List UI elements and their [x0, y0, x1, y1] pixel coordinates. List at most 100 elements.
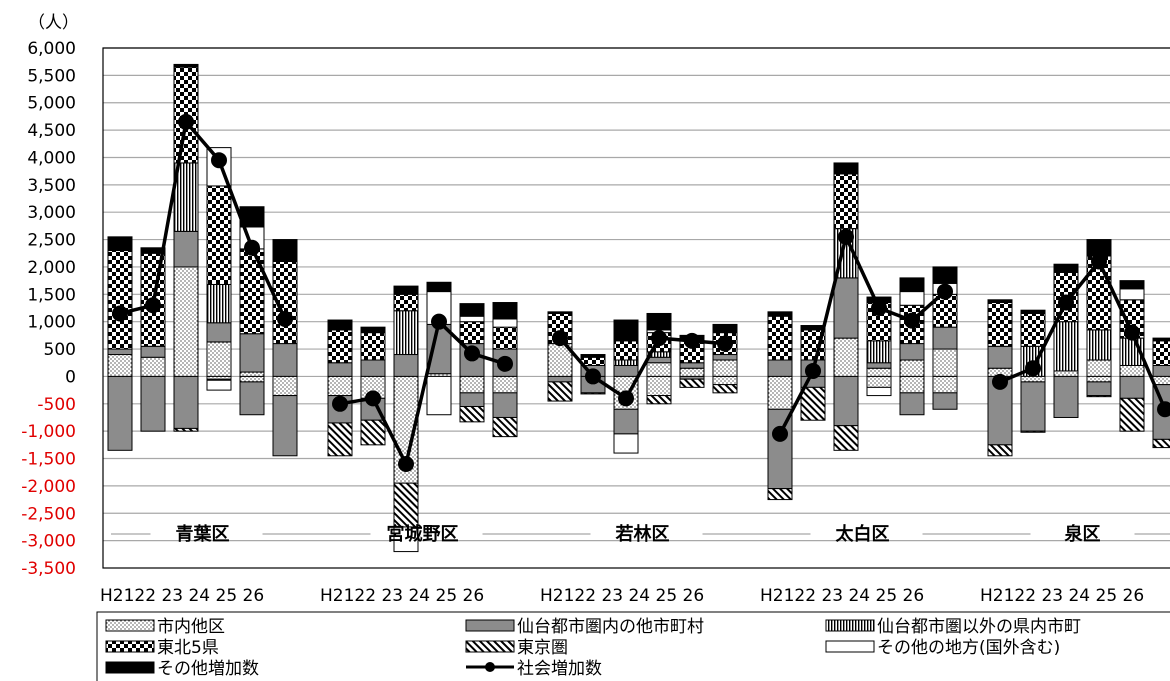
social-increase-line	[112, 113, 1170, 472]
ward-label: 宮城野区	[387, 523, 459, 545]
social-point	[211, 152, 227, 169]
bar-toshiken	[1152, 364, 1170, 377]
bar-shinai	[1053, 370, 1079, 377]
bar-tohoku	[107, 250, 133, 350]
bar-etc	[646, 312, 672, 331]
legend-label-social: 社会増加数	[517, 659, 602, 679]
bar-kennai	[866, 340, 892, 364]
social-point	[1058, 294, 1074, 311]
bar-shinai	[173, 266, 199, 377]
plot-border	[102, 47, 1170, 569]
social-point	[871, 300, 887, 316]
bar-tohoku	[492, 326, 518, 350]
bar-toshiken	[1053, 375, 1079, 418]
bar-etc	[1053, 263, 1079, 273]
bar-toshiken	[866, 362, 892, 369]
bar-tohoku	[833, 173, 859, 230]
social-point	[244, 239, 260, 256]
y-tick-label: 5,000	[27, 94, 76, 114]
social-point	[552, 330, 568, 347]
bar-shinai	[646, 362, 672, 377]
bar-etc	[327, 319, 353, 331]
bar-etc	[426, 281, 452, 293]
bar-etc	[393, 285, 419, 295]
bar-shinai	[767, 375, 793, 410]
legend-swatch-social-marker	[485, 662, 495, 672]
bar-shinai	[833, 337, 859, 377]
bar-tokyo	[580, 392, 606, 395]
bar-toshiken	[173, 230, 199, 268]
legend-swatch-other	[825, 640, 875, 653]
bar-etc	[173, 63, 199, 68]
bar-kennai	[1053, 321, 1079, 372]
bar-etc	[800, 325, 826, 331]
bar-etc	[1020, 309, 1046, 314]
bar-toshiken	[987, 345, 1013, 369]
bar-toshiken	[899, 343, 925, 361]
bar-tokyo	[712, 384, 738, 394]
bar-tokyo	[679, 378, 705, 388]
legend-label-tokyo: 東京圏	[517, 638, 568, 658]
bar-tohoku	[360, 332, 386, 361]
bar-shinai	[1020, 375, 1046, 383]
bar-toshiken	[327, 362, 353, 377]
bar-shinai	[239, 371, 265, 377]
bar-tokyo	[646, 395, 672, 405]
social-point	[937, 283, 953, 300]
bar-tokyo	[173, 427, 199, 432]
legend-item-toshiken: 仙台都市圏内の他市町村	[465, 617, 704, 637]
social-point	[1091, 253, 1107, 270]
y-tick-label: 500	[44, 340, 76, 360]
bars	[107, 63, 1170, 553]
bar-kennai	[613, 359, 639, 366]
bar-toshiken	[393, 354, 419, 377]
bar-etc	[492, 302, 518, 320]
y-tick-label: 5,500	[27, 66, 76, 86]
bar-tokyo	[800, 386, 826, 421]
bar-toshiken	[239, 333, 265, 373]
bar-tokyo	[1152, 438, 1170, 449]
bar-toshiken	[932, 392, 958, 410]
social-point	[772, 425, 788, 442]
legend-label-tohoku: 東北5県	[157, 638, 219, 658]
y-tick-label: -3,500	[21, 559, 76, 579]
bar-shinai	[107, 354, 133, 377]
legend-swatch-tohoku	[105, 640, 155, 653]
bar-etc	[140, 247, 166, 254]
bar-shinai	[1086, 375, 1112, 383]
social-point	[398, 456, 414, 472]
bar-other	[1119, 288, 1145, 301]
bar-shinai	[206, 341, 232, 377]
bar-toshiken	[1020, 381, 1046, 432]
bar-etc	[712, 323, 738, 334]
legend-label-other: その他の地方(国外含む)	[877, 638, 1060, 658]
bar-kennai	[206, 283, 232, 324]
bar-toshiken	[173, 375, 199, 429]
bar-other	[492, 318, 518, 328]
x-tick-labels: H2122 23 24 25 26	[760, 586, 924, 606]
social-point	[1025, 360, 1041, 377]
bar-tohoku	[1152, 340, 1170, 366]
legend-swatch-kennai	[825, 619, 875, 632]
bar-etc	[613, 319, 639, 342]
bar-shinai	[712, 359, 738, 377]
bar-toshiken	[107, 375, 133, 451]
legend-label-toshiken: 仙台都市圏内の他市町村	[517, 617, 704, 637]
bar-tohoku	[206, 185, 232, 285]
bar-toshiken	[272, 395, 298, 457]
y-tick-label: -500	[37, 395, 76, 415]
bar-tokyo	[1020, 430, 1046, 433]
bar-toshiken	[899, 392, 925, 416]
bar-tohoku	[767, 315, 793, 361]
x-tick-labels: H2122 23 24 25 26	[320, 586, 484, 606]
bar-shinai	[932, 348, 958, 377]
bar-other	[393, 526, 419, 553]
bar-tokyo	[393, 482, 419, 528]
social-point	[1124, 324, 1140, 341]
bar-toshiken	[360, 359, 386, 377]
bar-toshiken	[547, 375, 573, 383]
bar-shinai	[272, 375, 298, 397]
bar-toshiken	[272, 343, 298, 377]
bar-kennai	[393, 310, 419, 356]
